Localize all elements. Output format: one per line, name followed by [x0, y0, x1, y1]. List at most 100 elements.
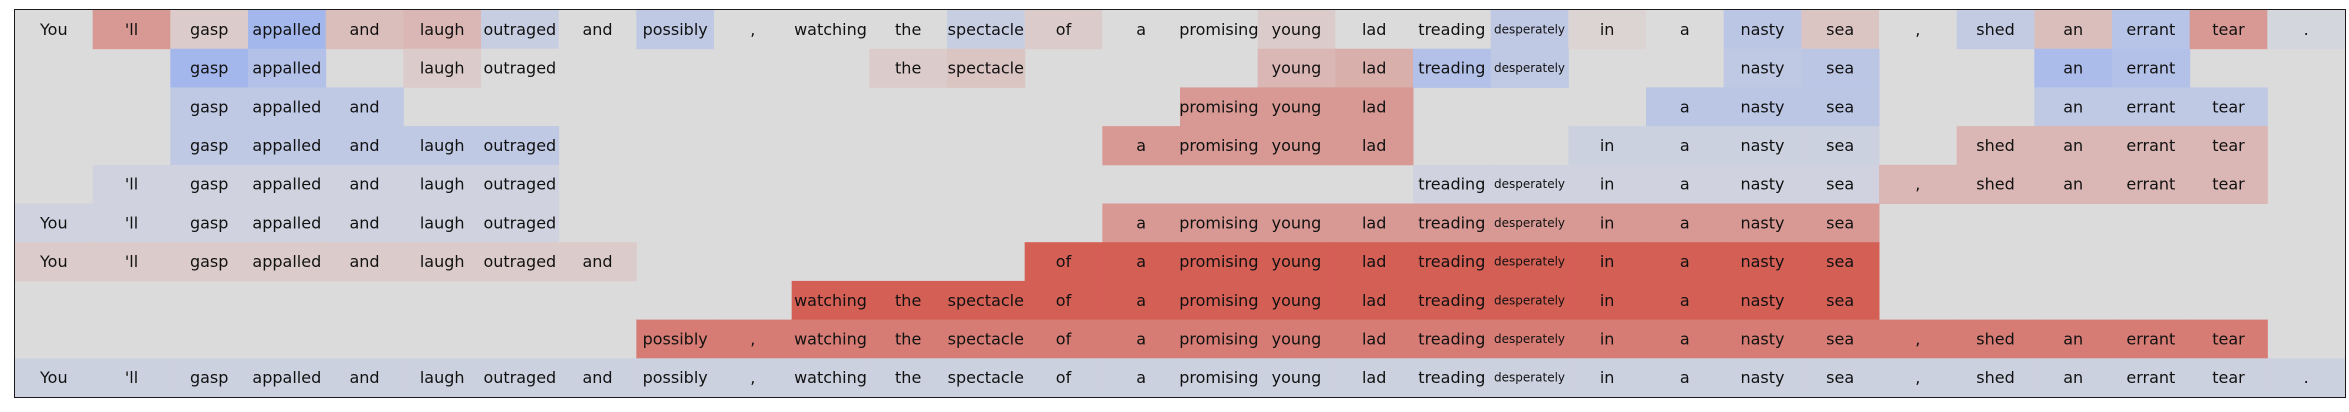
- heatmap-cell: [2189, 87, 2268, 127]
- token-label: appalled: [252, 213, 321, 232]
- token-label: a: [1680, 136, 1690, 155]
- heatmap-cell: [636, 10, 715, 50]
- token-label: an: [2063, 175, 2083, 194]
- token-label: treading: [1418, 252, 1485, 271]
- token-label: the: [895, 368, 921, 387]
- token-label: possibly: [643, 20, 708, 39]
- heatmap-cell: [636, 358, 715, 397]
- token-label: a: [1680, 213, 1690, 232]
- heatmap-cell: [403, 164, 482, 204]
- heatmap-cell: [1801, 87, 1880, 127]
- token-label: shed: [1976, 20, 2014, 39]
- heatmap-cell: [2189, 358, 2268, 397]
- heatmap-cell: [170, 126, 249, 166]
- token-label: sea: [1826, 291, 1854, 310]
- token-label: laugh: [420, 175, 465, 194]
- heatmap-cell: [403, 48, 482, 88]
- heatmap-cell: [1801, 10, 1880, 50]
- token-label: promising: [1179, 213, 1258, 232]
- heatmap-cell: [1413, 48, 1492, 88]
- heatmap-cell: [1335, 126, 1414, 166]
- heatmap-row: 'll gasp appalled and laugh outraged treading d…: [92, 164, 2268, 204]
- heatmap-cell: [791, 358, 870, 397]
- token-label: a: [1680, 368, 1690, 387]
- heatmap-cell: [403, 242, 482, 282]
- heatmap-cell: [1879, 164, 1958, 204]
- heatmap-cell: [1956, 10, 2035, 50]
- heatmap-cell: [403, 203, 482, 243]
- token-label: spectacle: [948, 20, 1024, 39]
- heatmap-cell: [558, 358, 637, 397]
- token-label: spectacle: [948, 368, 1024, 387]
- token-label: desperately: [1494, 61, 1565, 75]
- heatmap-cell: [1723, 87, 1802, 127]
- heatmap-cell: [403, 358, 482, 397]
- token-label: a: [1680, 175, 1690, 194]
- heatmap-cell: [1723, 203, 1802, 243]
- token-label: ,: [750, 329, 755, 348]
- heatmap-cell: [1723, 319, 1802, 359]
- heatmap-cell: [2034, 87, 2113, 127]
- heatmap-cell: [714, 319, 793, 359]
- heatmap-cell: [92, 242, 171, 282]
- token-label: ,: [1915, 20, 1920, 39]
- heatmap-cell: [15, 203, 94, 243]
- heatmap-cell: [2034, 164, 2113, 204]
- heatmap-row: watching the spectacle of a promising young lad…: [791, 280, 1880, 321]
- token-label: spectacle: [948, 291, 1024, 310]
- heatmap-cell: [1335, 319, 1414, 359]
- heatmap-cell: [1413, 203, 1492, 243]
- token-label: tear: [2212, 20, 2245, 39]
- heatmap-cell: [1102, 358, 1181, 397]
- heatmap-cell: [1024, 319, 1103, 359]
- token-label: young: [1272, 368, 1322, 387]
- token-label: desperately: [1494, 216, 1565, 230]
- heatmap-cell: [15, 358, 94, 397]
- token-label: nasty: [1740, 291, 1784, 310]
- heatmap-cell: [714, 10, 793, 50]
- token-label: errant: [2126, 329, 2175, 348]
- token-label: of: [1056, 291, 1072, 310]
- heatmap-chart: You 'll gasp appalled and laugh outraged and pos…: [14, 9, 2346, 398]
- heatmap-cell: [1490, 319, 1569, 359]
- token-label: 'll: [125, 252, 138, 271]
- token-label: in: [1600, 20, 1615, 39]
- token-label: treading: [1418, 329, 1485, 348]
- heatmap-cell: [325, 126, 404, 166]
- heatmap-cell: [1257, 203, 1336, 243]
- heatmap-cell: [1801, 203, 1880, 243]
- token-label: young: [1272, 20, 1322, 39]
- token-label: in: [1600, 291, 1615, 310]
- heatmap-cell: [1723, 126, 1802, 166]
- heatmap-cell: [1180, 87, 1259, 127]
- token-label: laugh: [420, 368, 465, 387]
- token-label: You: [39, 252, 68, 271]
- heatmap-cell: [248, 48, 327, 88]
- token-label: You: [39, 213, 68, 232]
- token-label: shed: [1976, 329, 2014, 348]
- token-label: the: [895, 59, 921, 78]
- token-label: lad: [1362, 213, 1386, 232]
- heatmap-cell: [1490, 10, 1569, 50]
- heatmap-cell: [1879, 358, 1958, 397]
- heatmap-cell: [481, 164, 560, 204]
- token-label: shed: [1976, 368, 2014, 387]
- heatmap-cell: [325, 87, 404, 127]
- heatmap-cell: [481, 48, 560, 88]
- heatmap-cell: [1335, 242, 1414, 282]
- heatmap-cell: [1413, 242, 1492, 282]
- heatmap-cell: [791, 319, 870, 359]
- token-label: treading: [1418, 59, 1485, 78]
- token-label: nasty: [1740, 97, 1784, 116]
- heatmap-cell: [481, 203, 560, 243]
- token-label: nasty: [1740, 20, 1784, 39]
- heatmap-cell: [2189, 164, 2268, 204]
- heatmap-cell: [1646, 280, 1725, 321]
- token-label: ,: [1915, 329, 1920, 348]
- token-label: shed: [1976, 175, 2014, 194]
- heatmap-cell: [2267, 358, 2345, 397]
- token-label: and: [349, 20, 379, 39]
- token-label: nasty: [1740, 136, 1784, 155]
- token-label: a: [1680, 252, 1690, 271]
- token-label: a: [1136, 291, 1146, 310]
